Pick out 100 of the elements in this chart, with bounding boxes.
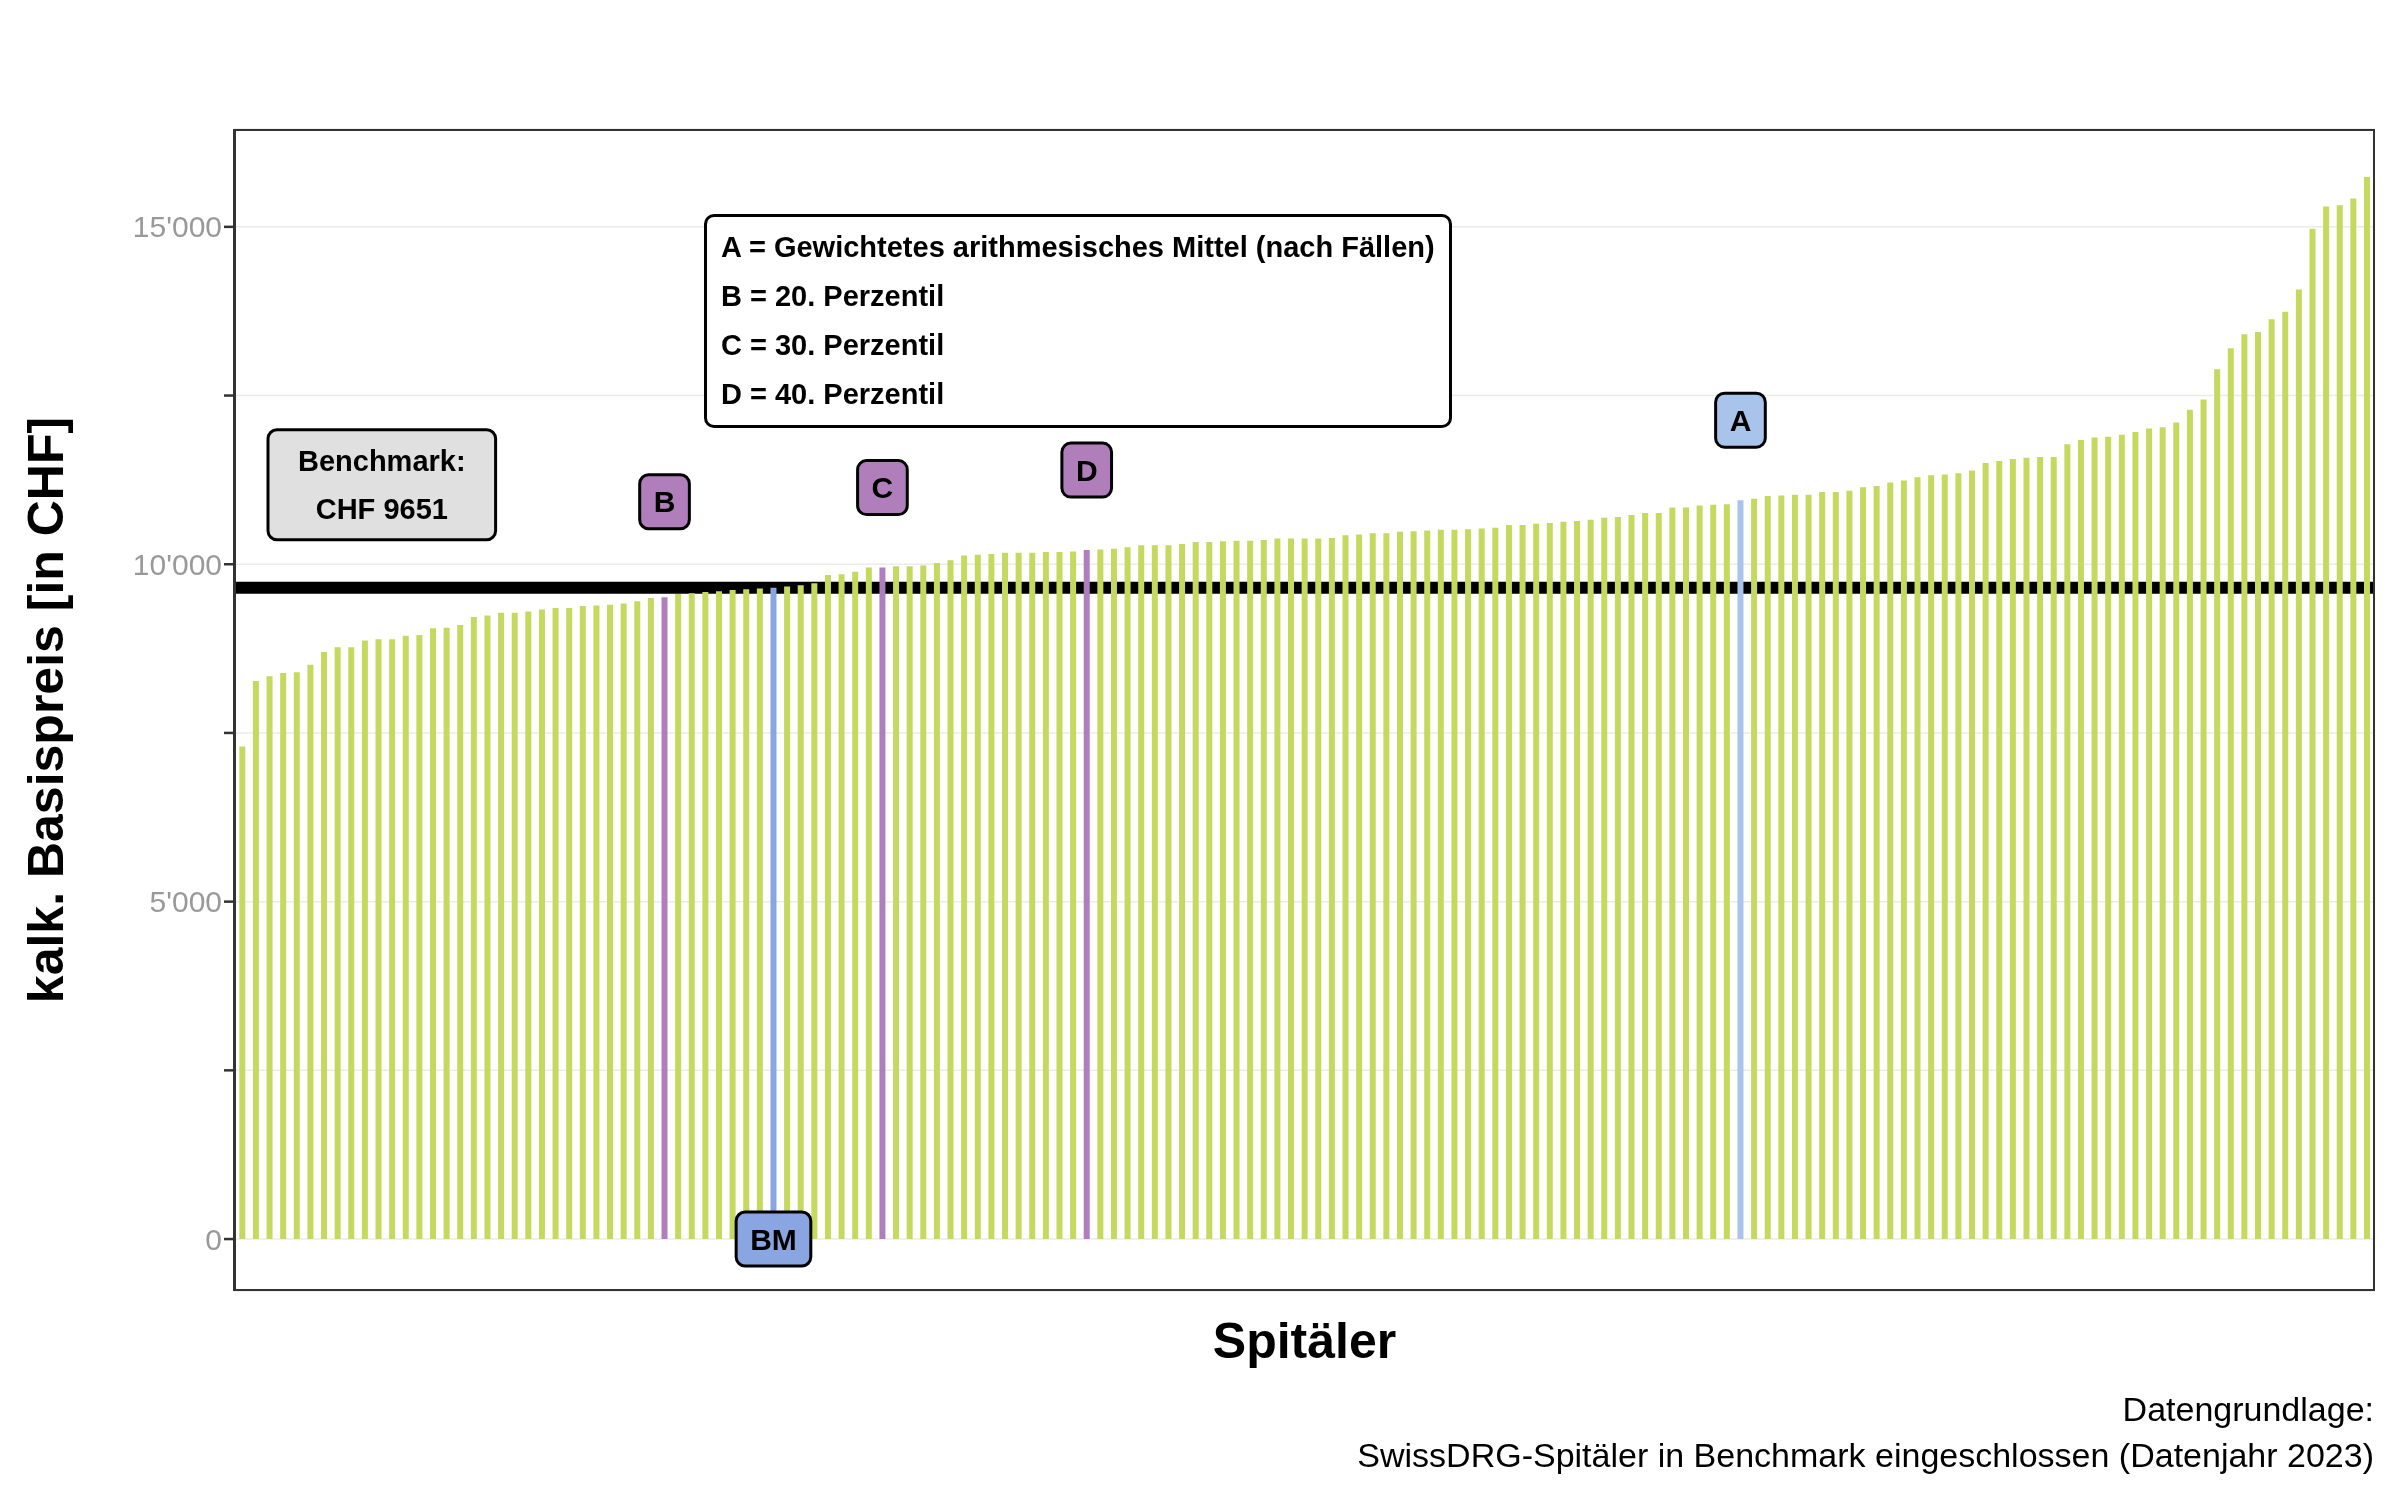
bar [1546,523,1553,1240]
bar [933,562,940,1240]
bar [1356,534,1363,1240]
bar [824,575,831,1240]
bar [947,560,954,1240]
bar [1465,529,1472,1240]
bar [1451,529,1458,1240]
bar [1519,525,1526,1240]
bar [538,609,545,1240]
bar [579,606,586,1240]
bar [2255,332,2262,1240]
bar [375,639,382,1240]
bar [1805,494,1812,1240]
bar [1097,549,1104,1240]
bar [961,555,968,1240]
bar [1219,541,1226,1240]
bar [1315,538,1322,1240]
bar [498,612,505,1240]
bar [2200,399,2207,1240]
bar [1288,538,1295,1240]
y-tick-label: 5'000 [149,885,222,919]
bar [988,554,995,1240]
bar [2214,369,2221,1240]
bar [1969,470,1975,1240]
text: C [871,471,894,505]
bar [1124,547,1131,1240]
bar [1301,538,1308,1240]
bar [1928,475,1935,1240]
bar [634,601,641,1240]
bar [511,612,518,1240]
bar [566,608,573,1240]
bar [1751,498,1758,1240]
bar [1914,477,1921,1240]
bar [389,639,396,1240]
bar [2091,437,2098,1240]
bar [457,624,464,1240]
bar [2241,334,2248,1240]
bar [2295,289,2302,1240]
bar [1900,480,1907,1240]
bar [1682,507,1689,1240]
bar [2186,409,2193,1240]
bar [1505,525,1512,1240]
bar [1138,545,1145,1240]
bar [293,672,300,1240]
bar [1696,505,1703,1240]
bar [1560,521,1567,1240]
bar [2146,428,2153,1240]
bar [838,574,845,1240]
bar [361,640,368,1240]
bar [1437,529,1444,1240]
bar [1778,495,1785,1240]
bar [1669,507,1676,1240]
bar [607,604,614,1240]
bar [334,647,341,1240]
bar [2336,205,2343,1240]
text: Datengrundlage: SwissDRG-Spitäler in Benchmark eingeschlossen (Datenjahr 2023) [1357,1389,2374,1476]
text: B [653,485,676,519]
bar [661,597,668,1240]
bar [702,591,709,1240]
ref-line-label: Benchmark: CHF 9651 [297,444,466,525]
bar [1056,552,1063,1240]
bar [1791,494,1798,1240]
bar [1328,537,1335,1240]
bar [1587,519,1594,1240]
bar [1151,545,1158,1240]
bar [811,583,818,1240]
bar [470,616,477,1240]
bar [416,635,423,1240]
bar [852,571,859,1240]
bar [688,593,695,1240]
bar [1887,482,1894,1240]
bar [2077,440,2084,1240]
bar [1996,461,2003,1240]
bar [1533,523,1540,1240]
bar [2037,456,2044,1240]
bar [2009,458,2016,1240]
bar [1410,531,1417,1240]
bar [1029,552,1036,1240]
bar [1846,490,1853,1240]
bar [1015,552,1022,1240]
bar [1982,463,1989,1240]
bar [1165,545,1172,1240]
bar [348,647,355,1240]
bar [620,603,627,1240]
bar [2023,457,2030,1240]
bar [1192,541,1199,1240]
bar [2105,436,2112,1240]
bar [1179,544,1186,1240]
bar [1642,512,1649,1240]
bar [1655,512,1662,1240]
bar [716,591,722,1240]
bar [1083,550,1090,1240]
bar [2227,348,2234,1240]
x-axis-title: Spitäler [1211,1312,1398,1371]
bar [893,566,900,1240]
bar [1860,487,1867,1240]
y-tick-label: 0 [205,1222,222,1256]
y-tick-label: 10'000 [132,547,222,581]
bar [2309,228,2316,1240]
bar [906,566,913,1240]
